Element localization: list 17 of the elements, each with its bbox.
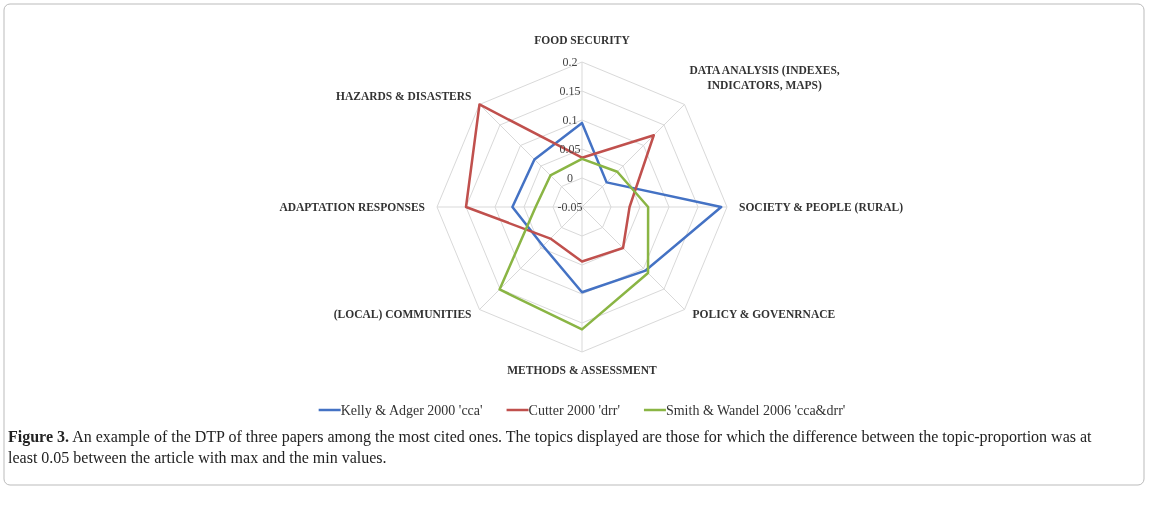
y-tick-label: 0 <box>567 171 573 185</box>
legend-label: Smith & Wandel 2006 'cca&drr' <box>665 403 846 418</box>
spoke-label: METHODS & ASSESSMENT <box>507 364 658 376</box>
spoke-label: FOOD SECURITY <box>534 34 631 46</box>
y-tick-label: -0.05 <box>557 200 583 214</box>
y-tick-label: 0.1 <box>562 113 578 127</box>
y-tick-label: 0.2 <box>562 55 578 69</box>
legend-label: Cutter 2000 'drr' <box>528 403 620 418</box>
legend-label: Kelly & Adger 2000 'cca' <box>340 403 483 418</box>
spoke-label: DATA ANALYSIS (INDEXES, INDICATORS, MAPS) <box>689 64 840 93</box>
spoke-label: ADAPTATION RESPONSES <box>279 201 425 213</box>
spoke-label: (LOCAL) COMMUNITIES <box>333 307 472 321</box>
spoke-label: SOCIETY & PEOPLE (RURAL) <box>739 201 904 214</box>
spoke-label: POLICY & GOVENRNACE <box>692 307 836 320</box>
spoke-label: HAZARDS & DISASTERS <box>335 90 472 103</box>
caption: Figure 3. An example of the DTP of three papers among the most cited ones. The topics displayed are those for which the difference between the topic-proportion was at least 0.05 between the article with max and the min values. <box>8 428 1092 466</box>
y-tick-label: 0.15 <box>559 84 581 98</box>
